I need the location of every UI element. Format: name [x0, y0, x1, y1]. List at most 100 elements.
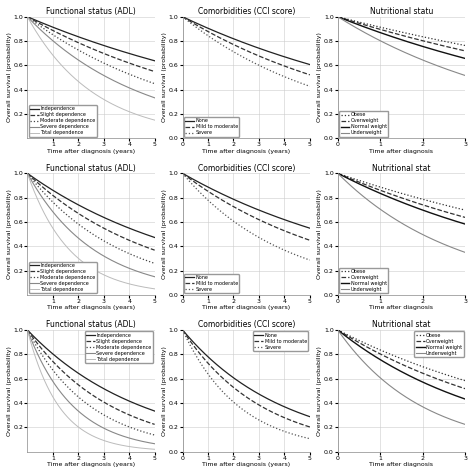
- Total dependence: [93, 92, 99, 98]
- Obese: [396, 190, 402, 195]
- Moderate dependence: [152, 432, 157, 438]
- Independence: [93, 382, 99, 387]
- Total dependence: [100, 272, 106, 277]
- Slight dependence: [93, 221, 99, 227]
- Overweight: [462, 48, 468, 54]
- Independence: [149, 407, 155, 413]
- Total dependence: [85, 86, 91, 92]
- Severe dependence: [25, 171, 30, 176]
- Obese: [410, 194, 416, 200]
- Line: None: None: [182, 17, 310, 64]
- Line: Obese: Obese: [338, 17, 465, 46]
- Mild to moderate: [284, 64, 290, 70]
- None: [241, 382, 246, 388]
- Legend: Independence, Slight dependence, Moderate dependence, Severe dependence, Total d: Independence, Slight dependence, Moderat…: [85, 331, 153, 363]
- Severe dependence: [25, 327, 30, 333]
- Line: Normal weight: Normal weight: [338, 330, 465, 399]
- Obese: [395, 355, 401, 360]
- Severe: [255, 234, 261, 240]
- Total dependence: [86, 87, 91, 92]
- Moderate dependence: [86, 228, 91, 234]
- Overweight: [396, 360, 402, 366]
- Slight dependence: [93, 395, 99, 401]
- Independence: [100, 385, 106, 391]
- Slight dependence: [152, 69, 157, 74]
- Obese: [335, 14, 341, 19]
- Underweight: [459, 248, 465, 254]
- Underweight: [459, 420, 465, 426]
- Underweight: [395, 46, 401, 52]
- Severe: [241, 408, 246, 413]
- Moderate dependence: [152, 261, 157, 266]
- X-axis label: Time after diagnosis (years): Time after diagnosis (years): [202, 305, 290, 310]
- Moderate dependence: [149, 80, 155, 85]
- Y-axis label: Overall survival (probability): Overall survival (probability): [7, 33, 12, 122]
- Line: Severe: Severe: [182, 330, 310, 439]
- Normal weight: [462, 55, 468, 61]
- Normal weight: [459, 55, 465, 61]
- Moderate dependence: [85, 228, 91, 234]
- Severe dependence: [100, 72, 106, 78]
- Severe: [307, 83, 313, 89]
- Severe dependence: [129, 266, 135, 272]
- Line: None: None: [182, 173, 310, 228]
- Mild to moderate: [180, 327, 185, 333]
- Mild to moderate: [240, 209, 246, 215]
- Underweight: [439, 241, 445, 246]
- Independence: [25, 171, 30, 176]
- Total dependence: [86, 264, 91, 269]
- Independence: [149, 57, 155, 63]
- Line: Moderate dependence: Moderate dependence: [27, 17, 155, 83]
- Line: Independence: Independence: [27, 17, 155, 61]
- None: [180, 171, 185, 176]
- Overweight: [459, 214, 465, 219]
- Line: Overweight: Overweight: [338, 330, 465, 389]
- Mild to moderate: [284, 229, 290, 235]
- Obese: [439, 201, 445, 207]
- None: [248, 387, 254, 392]
- Severe dependence: [129, 436, 135, 442]
- Independence: [149, 234, 155, 239]
- Obese: [439, 38, 445, 44]
- Total dependence: [129, 282, 135, 287]
- Slight dependence: [86, 217, 91, 223]
- Mild to moderate: [241, 210, 246, 215]
- Mild to moderate: [255, 402, 261, 408]
- Mild to moderate: [307, 72, 313, 78]
- Severe dependence: [149, 94, 155, 100]
- Moderate dependence: [100, 60, 106, 65]
- Underweight: [404, 50, 410, 56]
- X-axis label: Time after diagnosis (years): Time after diagnosis (years): [47, 149, 135, 154]
- None: [241, 201, 246, 207]
- Title: Functional status (ADL): Functional status (ADL): [46, 7, 136, 16]
- Underweight: [439, 413, 445, 419]
- Line: Slight dependence: Slight dependence: [27, 17, 155, 72]
- X-axis label: Time after diagnosis: Time after diagnosis: [369, 149, 433, 154]
- Severe dependence: [93, 248, 99, 254]
- Severe dependence: [85, 64, 91, 69]
- Overweight: [439, 208, 445, 214]
- Y-axis label: Overall survival (probability): Overall survival (probability): [162, 33, 167, 122]
- Independence: [152, 408, 157, 414]
- Mild to moderate: [284, 416, 290, 421]
- Independence: [25, 14, 30, 19]
- Slight dependence: [149, 420, 155, 426]
- Independence: [85, 376, 91, 382]
- Normal weight: [404, 38, 410, 44]
- Obese: [335, 171, 341, 176]
- Total dependence: [25, 171, 30, 176]
- Overweight: [335, 171, 341, 176]
- Overweight: [410, 36, 416, 41]
- Total dependence: [85, 263, 91, 268]
- Overweight: [459, 47, 465, 53]
- Normal weight: [396, 36, 402, 42]
- Normal weight: [459, 395, 465, 401]
- Underweight: [459, 72, 465, 77]
- Line: Severe dependence: Severe dependence: [27, 173, 155, 277]
- Legend: Independence, Slight dependence, Moderate dependence, Severe dependence, Total d: Independence, Slight dependence, Moderat…: [29, 105, 97, 137]
- X-axis label: Time after diagnosis (years): Time after diagnosis (years): [47, 462, 135, 467]
- Legend: None, Mild to moderate, Severe: None, Mild to moderate, Severe: [184, 117, 239, 137]
- None: [304, 413, 310, 419]
- Independence: [93, 40, 99, 46]
- None: [304, 224, 310, 230]
